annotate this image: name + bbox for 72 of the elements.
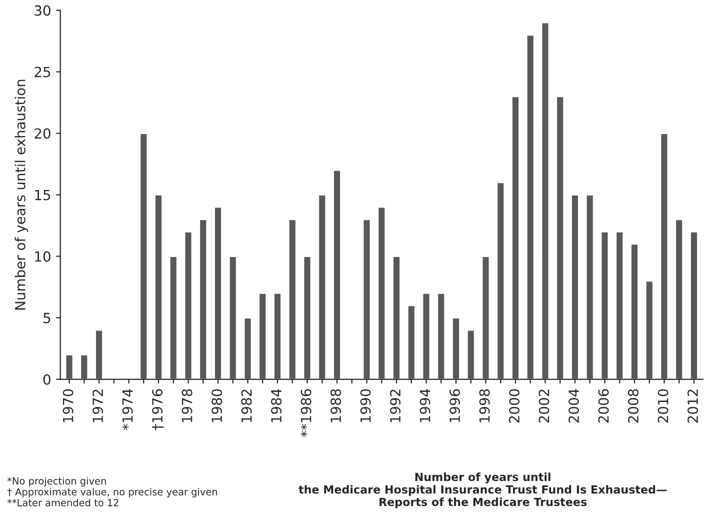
x-tick-label: 2004: [568, 389, 580, 423]
bar: [644, 280, 654, 380]
bar: [139, 132, 148, 380]
bar: [540, 22, 550, 380]
bar: [511, 96, 520, 380]
bar: [362, 218, 372, 380]
bar: [243, 317, 252, 380]
x-tick-label: 2006: [598, 389, 609, 423]
text: *No projection given † Approximate value, no precise year given **Later amended to 12: [7, 477, 218, 506]
x-tick-label: 2012: [688, 390, 698, 423]
bar: [273, 292, 282, 380]
text: Number of years until the Medicare Hospital Insurance Trust Fund Is Exhausted— Reports of the Medicare Trustees: [298, 472, 667, 508]
bar: [94, 329, 104, 380]
bar: [258, 292, 268, 380]
bar: [288, 218, 297, 380]
bar: [332, 170, 342, 380]
bar: [452, 317, 460, 380]
x-tick-label: 2000: [509, 389, 520, 423]
bar: [80, 354, 89, 380]
y-tick-label: 5: [44, 312, 50, 324]
bar: [600, 230, 610, 380]
bar: [570, 194, 580, 380]
bar: [168, 256, 178, 380]
y-tick-label: 10: [35, 251, 50, 262]
bar: [422, 292, 431, 380]
x-tick-label: 1998: [479, 389, 490, 422]
x-tick-label: 1984: [271, 389, 282, 422]
x-tick-label: 1992: [390, 390, 401, 422]
x-tick-label: 1994: [420, 389, 430, 422]
bar: [556, 96, 565, 380]
x-tick-label: *1974: [122, 389, 133, 430]
bar: [674, 218, 684, 380]
bar: [690, 230, 698, 380]
bar: [406, 304, 416, 380]
bar: [436, 292, 446, 380]
bar: [630, 243, 639, 380]
x-tick-label: 1978: [182, 389, 192, 422]
x-tick-label: 2008: [628, 389, 639, 423]
bar: [526, 34, 535, 380]
bar: [302, 256, 312, 380]
y-tick-label: 25: [34, 66, 50, 78]
x-tick-label: 1990: [360, 389, 371, 422]
bar: [585, 194, 594, 380]
bar: [392, 256, 401, 380]
x-tick-label: 1980: [212, 389, 222, 422]
bar: [318, 194, 327, 380]
bar: [481, 256, 490, 380]
x-tick-label: 2010: [658, 389, 668, 423]
y-tick-label: 30: [34, 5, 50, 16]
bar: [466, 329, 476, 380]
y-tick-label: 0: [43, 374, 50, 385]
bar: [615, 230, 624, 380]
y-tick-label: 15: [35, 190, 50, 200]
bar: [660, 132, 669, 380]
bar: [198, 218, 208, 380]
x-tick-label: 2002: [538, 390, 550, 423]
bar: [496, 182, 506, 380]
bar: [64, 354, 74, 380]
bar: [377, 206, 386, 380]
bar: [184, 230, 193, 380]
x-tick-label: **1986: [300, 389, 312, 438]
y-axis-title: Number of years until exhaustion: [14, 80, 28, 310]
x-tick-label: 1988: [330, 389, 342, 422]
bar: [214, 206, 222, 380]
bar: [154, 194, 163, 380]
bar: [228, 256, 238, 380]
x-tick-label: 1972: [92, 390, 104, 422]
x-tick-label: 1996: [450, 389, 460, 422]
x-tick-label: 1970: [62, 389, 74, 422]
x-tick-label: †1976: [152, 389, 164, 430]
y-tick-label: 20: [34, 128, 50, 139]
x-tick-label: 1982: [241, 390, 252, 422]
